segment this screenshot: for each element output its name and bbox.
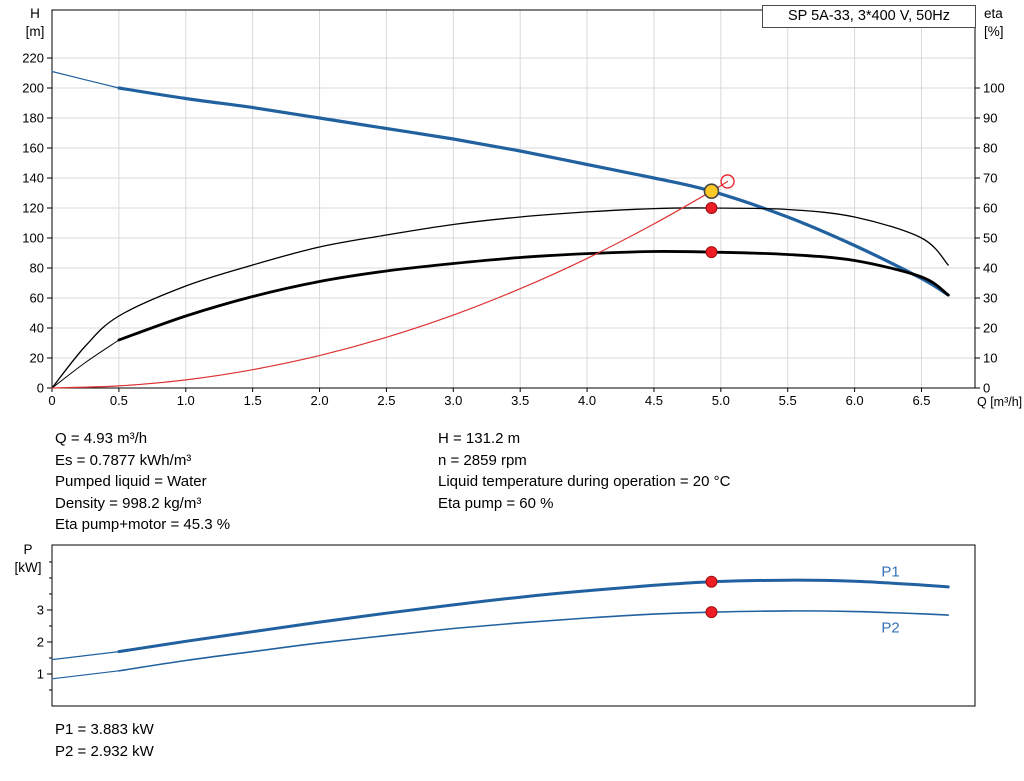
p-axis-label: P [kW] <box>6 541 50 577</box>
power-info: P1 = 3.883 kW P2 = 2.932 kW <box>55 719 154 762</box>
info-line-es: Es = 0.7877 kWh/m³ <box>55 451 192 469</box>
p1-curve-lead <box>51 651 120 661</box>
p2-point <box>705 606 718 619</box>
eta-pump-motor-lead <box>51 339 120 389</box>
x-tick-label: 1.0 <box>177 393 195 408</box>
x-tick-label: 3.0 <box>444 393 462 408</box>
duty-point[interactable] <box>703 183 720 199</box>
q-axis-label: Q [m³/h] <box>977 395 1023 409</box>
info-line-eta-pump-motor: Eta pump+motor = 45.3 % <box>55 516 231 533</box>
p1-curve <box>117 578 950 654</box>
x-tick-label: 1.5 <box>244 393 262 408</box>
y-tick-label-left: 2 <box>37 634 44 649</box>
x-tick-label: 4.0 <box>578 393 596 408</box>
y-tick-label-right: 50 <box>983 231 997 246</box>
y-tick-label-left: 60 <box>30 291 44 306</box>
y-tick-label-right: 60 <box>983 201 997 216</box>
info-line-n: n = 2859 rpm <box>438 451 527 469</box>
eta-pump-curve <box>51 207 949 389</box>
eta-axis-symbol: eta <box>984 6 1003 21</box>
system-curve-end-marker <box>720 174 735 189</box>
plot-frame <box>51 544 976 707</box>
pump-model-box: SP 5A-33, 3*400 V, 50Hz <box>762 5 976 28</box>
duty-info-left: Q = 4.93 m³/h Es = 0.7877 kWh/m³ Pumped … <box>55 428 230 536</box>
h-curve <box>117 86 950 297</box>
y-tick-label-left: 80 <box>30 261 44 276</box>
y-tick-label-left: 1 <box>37 666 44 681</box>
p1-point <box>705 575 718 588</box>
x-tick-label: 5.0 <box>712 393 730 408</box>
x-tick-label: 6.0 <box>846 393 864 408</box>
info-line-p2: P2 = 2.932 kW <box>55 742 154 760</box>
p-axis-symbol: P <box>23 542 33 557</box>
h-axis-unit: [m] <box>25 24 45 39</box>
x-tick-label: 2.5 <box>377 393 395 408</box>
system-curve <box>51 180 729 389</box>
eta-axis-label: eta [%] <box>984 5 1024 41</box>
h-axis-label: H [m] <box>14 5 56 41</box>
y-tick-label-left: 200 <box>22 81 44 96</box>
y-tick-label-right: 90 <box>983 111 997 126</box>
x-tick-label: 0 <box>48 393 55 408</box>
info-line-p1: P1 = 3.883 kW <box>55 721 154 738</box>
x-tick-label: 4.5 <box>645 393 663 408</box>
info-line-q: Q = 4.93 m³/h <box>55 430 148 447</box>
y-tick-label-left: 160 <box>22 141 44 156</box>
y-tick-label-left: 3 <box>37 602 44 617</box>
y-tick-label-right: 70 <box>983 171 997 186</box>
hq-eta-chart: 0 0.5 1.0 1.5 2.0 2.5 3.0 3.5 4.0 4.5 5.0 5.5 6.0 6.5… <box>22 9 1005 408</box>
y-tick-label-left: 120 <box>22 201 44 216</box>
info-line-temperature: Liquid temperature during operation = 20… <box>438 473 731 490</box>
eta-axis-unit: [%] <box>984 24 1004 39</box>
y-tick-label-left: 140 <box>22 171 44 186</box>
y-tick-label-right: 0 <box>983 381 990 396</box>
h-axis-symbol: H <box>30 6 40 21</box>
p2-curve <box>118 610 949 672</box>
y-tick-label-left: 20 <box>30 351 44 366</box>
p-axis-unit: [kW] <box>14 560 42 575</box>
x-tick-label: 6.5 <box>912 393 930 408</box>
eta-pump-motor-point <box>705 246 718 259</box>
x-tick-label: 2.0 <box>310 393 328 408</box>
duty-info-right: H = 131.2 m n = 2859 rpm Liquid temperat… <box>438 428 730 514</box>
y-tick-label-right: 10 <box>983 351 997 366</box>
eta-pump-motor-curve <box>117 250 950 342</box>
x-tick-label: 3.5 <box>511 393 529 408</box>
eta-pump-point <box>705 202 718 214</box>
y-tick-label-right: 20 <box>983 321 997 336</box>
y-tick-label-right: 40 <box>983 261 997 276</box>
x-tick-label: 5.5 <box>779 393 797 408</box>
p2-curve-lead <box>51 670 120 680</box>
y-tick-label-left: 220 <box>22 51 44 66</box>
power-chart: 1 2 3 P1 P2 <box>37 544 976 707</box>
y-tick-label-right: 100 <box>983 81 1005 96</box>
y-tick-label-left: 180 <box>22 111 44 126</box>
info-line-eta-pump: Eta pump = 60 % <box>438 494 554 512</box>
info-line-h: H = 131.2 m <box>438 430 521 447</box>
info-line-density: Density = 998.2 kg/m³ <box>55 494 202 512</box>
y-tick-label-right: 80 <box>983 141 997 156</box>
plot-frame <box>51 9 976 389</box>
y-tick-label-left: 40 <box>30 321 44 336</box>
y-tick-label-left: 0 <box>37 381 44 396</box>
info-line-liquid: Pumped liquid = Water <box>55 473 207 490</box>
y-tick-label-left: 100 <box>22 231 44 246</box>
y-tick-label-right: 30 <box>983 291 997 306</box>
h-curve-lead <box>51 70 120 89</box>
p1-series-label: P1 <box>881 563 899 580</box>
p2-series-label: P2 <box>881 619 899 636</box>
x-tick-label: 0.5 <box>110 393 128 408</box>
